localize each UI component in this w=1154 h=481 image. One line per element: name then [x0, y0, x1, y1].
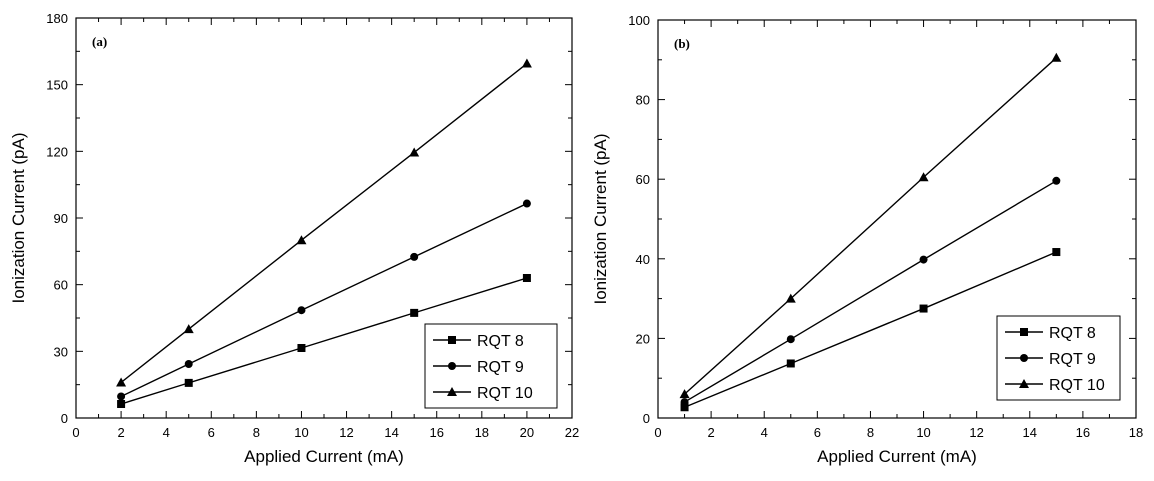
y-tick-label: 30 [54, 344, 68, 359]
x-tick-label: 18 [475, 425, 489, 440]
data-point [680, 398, 689, 407]
legend: RQT 8 RQT 9 RQT 10 [424, 323, 558, 409]
x-tick-label: 20 [520, 425, 534, 440]
data-point [117, 400, 126, 408]
legend-entry: RQT 9 [1049, 351, 1096, 368]
series-line [684, 251, 1057, 408]
data-point [522, 199, 531, 208]
y-tick-label: 120 [46, 144, 68, 159]
x-axis-label: Applied Current (mA) [244, 447, 404, 466]
data-point [1052, 248, 1061, 257]
x-tick-label: 0 [72, 425, 79, 440]
legend: RQT 8 RQT 9 RQT 10 [996, 315, 1121, 401]
y-tick-label: 60 [54, 278, 68, 293]
x-tick-label: 22 [565, 425, 579, 440]
data-point [679, 389, 690, 399]
series-line [684, 180, 1057, 403]
x-tick-label: 2 [707, 425, 714, 440]
legend-marker [1020, 328, 1028, 336]
legend-marker [447, 387, 457, 396]
y-tick-label: 20 [636, 331, 650, 346]
y-tick-label: 90 [54, 211, 68, 226]
series-3 [116, 58, 532, 387]
data-point [786, 359, 795, 368]
x-tick-label: 10 [294, 425, 308, 440]
x-axis-label: Applied Current (mA) [817, 447, 977, 466]
data-point [296, 235, 307, 245]
data-point [116, 377, 127, 387]
series-2 [680, 176, 1061, 407]
series-1 [117, 274, 531, 408]
data-point [919, 304, 928, 313]
legend-marker [1020, 354, 1028, 362]
legend-entry: RQT 10 [477, 385, 533, 402]
data-point [522, 274, 531, 282]
data-point [410, 252, 419, 261]
data-point [1052, 176, 1061, 185]
x-tick-label: 18 [1129, 425, 1143, 440]
data-point [297, 306, 306, 315]
y-tick-label: 80 [636, 93, 650, 108]
legend-marker [448, 362, 456, 370]
legend-marker [448, 336, 456, 344]
y-tick-label: 0 [61, 411, 68, 426]
data-point [184, 378, 193, 387]
legend-entry: RQT 10 [1049, 377, 1105, 394]
data-point [409, 147, 420, 157]
data-point [919, 255, 928, 264]
y-tick-label: 180 [46, 11, 68, 26]
y-axis-label: Ionization Current (pA) [591, 133, 610, 304]
x-tick-label: 2 [117, 425, 124, 440]
x-tick-label: 10 [916, 425, 930, 440]
series-3 [679, 52, 1062, 399]
data-point [410, 308, 419, 317]
y-tick-label: 0 [643, 411, 650, 426]
x-tick-label: 16 [429, 425, 443, 440]
data-point [521, 58, 532, 68]
data-point [297, 344, 306, 352]
data-point [117, 392, 126, 401]
legend-entry: RQT 9 [477, 359, 524, 376]
y-axis-label: Ionization Current (pA) [9, 132, 28, 303]
data-point [918, 172, 929, 182]
series-1 [680, 248, 1061, 412]
legend-entry: RQT 8 [477, 333, 524, 350]
panel-label: (a) [92, 34, 107, 49]
x-tick-label: 8 [867, 425, 874, 440]
x-tick-label: 16 [1076, 425, 1090, 440]
chart-panel-2: 0 2 4 6 8 10 12 14 16 18 0 20 40 60 80 100 Applied Curre… [591, 13, 1143, 466]
legend-marker [1019, 379, 1029, 388]
series-2 [117, 199, 531, 401]
data-point [785, 293, 796, 303]
x-tick-label: 14 [384, 425, 398, 440]
x-tick-label: 4 [761, 425, 768, 440]
x-tick-label: 0 [654, 425, 661, 440]
data-point [183, 324, 194, 334]
x-tick-label: 6 [208, 425, 215, 440]
data-point [1051, 52, 1062, 62]
x-tick-label: 6 [814, 425, 821, 440]
legend-entry: RQT 8 [1049, 325, 1096, 342]
x-tick-label: 14 [1023, 425, 1037, 440]
y-tick-label: 100 [628, 13, 650, 28]
x-tick-label: 4 [163, 425, 170, 440]
y-tick-label: 150 [46, 78, 68, 93]
y-tick-label: 40 [636, 252, 650, 267]
x-tick-label: 12 [339, 425, 353, 440]
data-point [786, 335, 795, 344]
x-tick-label: 8 [253, 425, 260, 440]
data-point [680, 403, 689, 412]
x-tick-label: 12 [969, 425, 983, 440]
y-tick-label: 60 [636, 172, 650, 187]
series-line [684, 57, 1057, 395]
data-point [184, 360, 193, 368]
chart-panel-1: 0 2 4 6 8 10 12 14 16 18 20 22 0 30 60 90 120 150 180 Appli… [9, 11, 579, 466]
panel-label: (b) [674, 36, 690, 51]
